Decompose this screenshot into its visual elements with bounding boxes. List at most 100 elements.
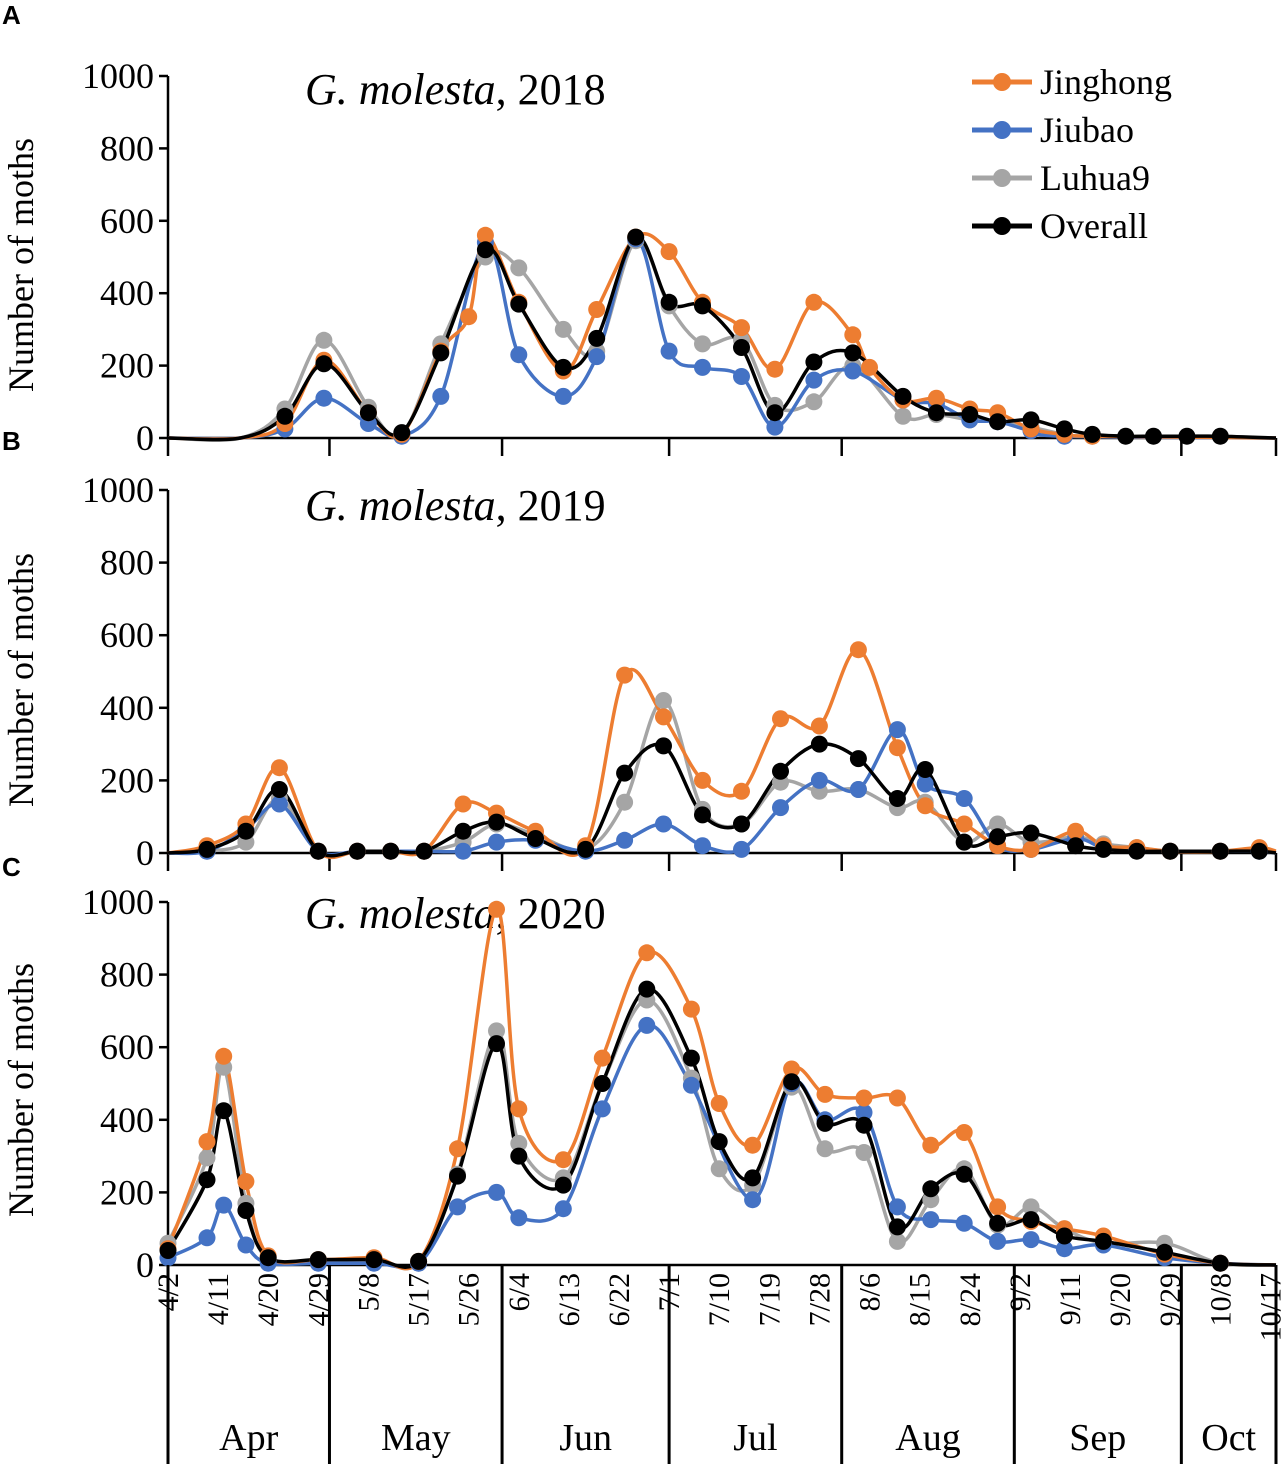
data-point-overall-a [393,424,411,442]
legend-marker-jiubao [993,121,1011,139]
data-point-overall-b [1161,842,1179,860]
data-point-overall-c [1022,1211,1040,1229]
data-point-jinghong-a [766,360,784,378]
data-point-jiubao-b [616,831,634,849]
panel-letter-c: C [2,852,21,882]
x-tick-label: 6/22 [603,1273,636,1326]
data-point-overall-a [1211,427,1229,445]
data-point-jiubao-a [844,362,862,380]
data-point-overall-c [1211,1254,1229,1272]
x-tick-label: 4/20 [252,1273,285,1326]
data-point-jiubao-a [805,371,823,389]
data-point-overall-a [276,407,294,425]
y-tick-label-c: 0 [136,1245,154,1285]
data-point-overall-b [989,828,1007,846]
data-point-jiubao-b [810,771,828,789]
y-tick-label-b: 600 [100,615,154,655]
legend-marker-overall [993,217,1011,235]
title-year-a: , 2018 [496,65,606,114]
y-tick-label-c: 800 [100,955,154,995]
data-point-overall-a [1022,411,1040,429]
x-tick-label: 9/20 [1104,1273,1137,1326]
data-point-luhua9-c [198,1149,216,1167]
legend-label-luhua9: Luhua9 [1040,158,1150,198]
data-point-jiubao-c [989,1232,1007,1250]
data-point-jinghong-c [198,1133,216,1151]
data-point-luhua9-c [1022,1198,1040,1216]
data-point-overall-c [593,1075,611,1092]
x-tick-label: 5/26 [453,1273,486,1326]
y-axis-label-b: Number of moths [1,553,41,807]
data-point-luhua9-c [488,1022,505,1040]
x-tick-label: 7/19 [753,1273,786,1326]
data-point-overall-b [916,761,934,778]
data-point-overall-a [1055,420,1073,438]
data-point-jiubao-b [733,840,750,858]
data-point-overall-c [989,1214,1007,1232]
data-point-jinghong-b [655,708,672,726]
x-tick-label: 9/2 [1004,1273,1037,1311]
data-point-overall-b [616,764,634,782]
data-point-jinghong-b [1067,822,1085,840]
y-tick-label-b: 400 [100,688,154,728]
data-point-jinghong-c [989,1198,1007,1216]
data-point-luhua9-b [989,815,1007,833]
data-point-luhua9-a [805,393,823,411]
y-tick-label-c: 1000 [82,882,154,922]
y-tick-label-a: 800 [100,128,154,168]
data-point-overall-c [410,1252,428,1270]
x-tick-label: 8/15 [904,1273,937,1326]
series-line-overall-a [167,235,1277,442]
data-point-overall-b [772,762,789,780]
data-point-overall-a [627,228,645,246]
data-point-overall-a [1145,427,1162,445]
data-point-overall-a [660,293,678,311]
data-point-overall-a [554,358,572,376]
data-point-overall-a [1117,427,1135,445]
data-point-overall-a [694,297,711,315]
data-point-overall-a [805,353,823,371]
x-tick-label: 9/29 [1154,1273,1187,1326]
legend-label-overall: Overall [1040,206,1148,246]
y-tick-label-c: 400 [100,1100,154,1140]
data-point-overall-b [1094,840,1112,858]
data-point-luhua9-c [710,1160,728,1178]
data-point-jiubao-a [432,387,450,405]
data-point-overall-c [237,1202,255,1219]
data-point-overall-c [198,1171,216,1189]
data-point-overall-a [733,339,750,356]
data-point-jiubao-c [488,1183,505,1201]
data-point-overall-a [359,404,377,422]
x-tick-label: 10/17 [1254,1273,1283,1341]
x-tick-label: 6/13 [553,1273,586,1326]
y-tick-label-a: 400 [100,273,154,313]
chart-title-a: G. molesta, 2018 [305,65,606,114]
y-tick-label-b: 200 [100,760,154,800]
data-point-jinghong-c [816,1085,834,1103]
data-point-overall-b [1128,842,1146,860]
data-point-luhua9-b [616,793,634,811]
data-point-jinghong-a [733,319,750,337]
legend-marker-jinghong [993,73,1011,91]
x-tick-label: 4/2 [152,1273,185,1311]
y-tick-label-a: 200 [100,346,154,386]
data-point-jinghong-c [593,1049,611,1067]
data-point-jiubao-a [588,348,606,366]
data-point-jiubao-b [270,795,288,813]
data-point-jiubao-c [510,1209,528,1227]
data-point-overall-a [510,295,528,313]
data-point-overall-c [1094,1232,1112,1250]
data-point-jiubao-a [694,358,711,376]
data-point-jiubao-c [554,1200,572,1218]
data-point-overall-b [488,813,505,831]
data-point-jiubao-b [694,837,711,855]
data-point-overall-a [844,344,862,362]
data-point-jinghong-c [744,1136,762,1154]
x-tick-label: 7/1 [653,1273,686,1311]
data-point-overall-c [783,1073,801,1091]
data-point-overall-b [415,842,433,860]
data-point-overall-c [554,1176,572,1194]
data-point-overall-a [927,404,945,422]
month-label-jun: Jun [559,1417,612,1459]
